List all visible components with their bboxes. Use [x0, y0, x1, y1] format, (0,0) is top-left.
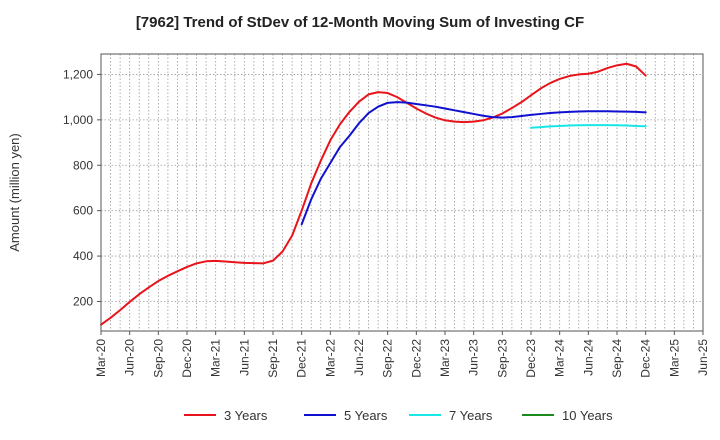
x-tick-label: Jun-21	[237, 339, 251, 376]
x-tick-label: Mar-21	[209, 339, 223, 377]
y-tick-label: 600	[73, 204, 93, 218]
y-tick-label: 1,000	[63, 113, 93, 127]
x-tick-label: Dec-24	[639, 339, 653, 378]
series-line	[100, 62, 647, 326]
x-tick-label: Jun-25	[696, 339, 710, 376]
x-tick-label: Dec-21	[295, 339, 309, 378]
axis-layer: 200 400 600 800 1,000 1,200 Mar-20 Jun-20 Sep-20…	[7, 53, 710, 378]
grid-layer	[100, 54, 704, 331]
legend-label: 5 Years	[344, 408, 388, 423]
y-tick-label: 800	[73, 158, 93, 172]
y-axis-label: Amount (million yen)	[7, 133, 22, 252]
x-tick-label: Jun-20	[123, 339, 137, 376]
x-tick-label: Mar-24	[553, 339, 567, 377]
series-line	[530, 124, 647, 129]
x-tick-label: Mar-25	[667, 339, 681, 377]
y-tick-label: 400	[73, 249, 93, 263]
x-tick-label: Mar-20	[94, 339, 108, 377]
x-tick-label: Sep-23	[495, 339, 509, 378]
x-tick-label: Sep-21	[266, 339, 280, 378]
x-tick-label: Dec-23	[524, 339, 538, 378]
x-tick-label: Jun-23	[467, 339, 481, 376]
legend-label: 10 Years	[562, 408, 613, 423]
legend-label: 7 Years	[449, 408, 493, 423]
plot-frame	[100, 53, 704, 332]
x-tick-label: Jun-22	[352, 339, 366, 376]
series-layer	[100, 62, 647, 326]
chart-title: [7962] Trend of StDev of 12-Month Moving…	[135, 14, 585, 31]
series-line	[300, 101, 647, 226]
y-tick-label: 200	[73, 294, 93, 308]
x-tick-label: Dec-22	[409, 339, 423, 378]
legend-layer: 3 Years 5 Years 7 Years 10 Years	[184, 408, 613, 423]
x-tick-label: Sep-24	[610, 339, 624, 378]
y-tick-label: 1,200	[63, 67, 93, 81]
x-tick-label: Sep-20	[151, 339, 165, 378]
x-tick-label: Mar-22	[323, 339, 337, 377]
x-tick-label: Jun-24	[581, 339, 595, 376]
x-tick-label: Mar-23	[438, 339, 452, 377]
plot-area	[101, 54, 703, 331]
x-tick-label: Sep-22	[381, 339, 395, 378]
legend-label: 3 Years	[224, 408, 268, 423]
x-tick-label: Dec-20	[180, 339, 194, 378]
